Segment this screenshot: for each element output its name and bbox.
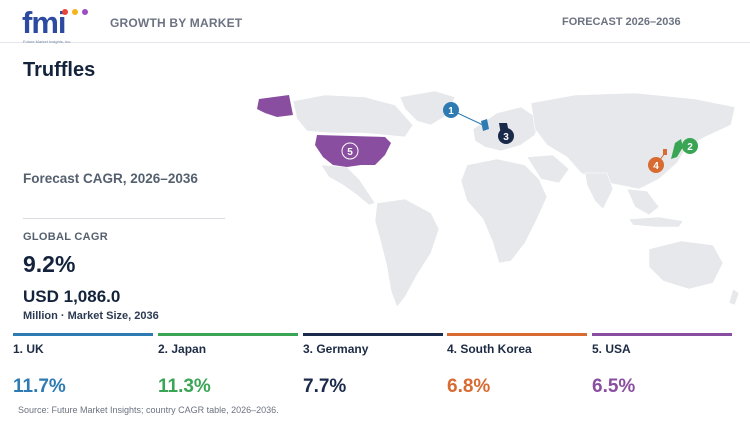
market-title: Truffles — [23, 59, 96, 81]
global-cagr-value: 9.2% — [23, 251, 76, 277]
marker-germany-label: 3 — [503, 132, 509, 143]
map-greenland — [399, 90, 456, 126]
map-india — [584, 172, 614, 210]
marker-japan: 2 — [682, 138, 698, 154]
country-column-south-korea: 4. South Korea 6.8% — [447, 333, 587, 403]
country-name: 5. USA — [592, 342, 631, 356]
marker-japan-label: 2 — [687, 142, 693, 153]
map-africa — [460, 158, 548, 264]
country-column-japan: 2. Japan 11.3% — [158, 333, 298, 403]
logo-people-icon — [62, 9, 88, 15]
map-new-zealand — [728, 288, 740, 306]
market-size-value: USD 1,086.0 — [23, 287, 121, 306]
map-alaska — [257, 95, 293, 117]
country-name: 3. Germany — [303, 342, 369, 356]
marker-uk-label: 1 — [448, 106, 454, 117]
marker-south-korea-label: 4 — [653, 161, 659, 172]
map-se-asia — [626, 188, 660, 216]
logo-wordmark: fmi — [22, 5, 66, 40]
map-south-america — [374, 198, 440, 308]
market-size-label: Million · Market Size, 2036 — [23, 310, 159, 322]
country-column-usa: 5. USA 6.5% — [592, 333, 732, 403]
forecast-cagr-label: Forecast CAGR, 2026–2036 — [23, 171, 198, 186]
column-bar — [303, 333, 443, 336]
marker-uk: 1 — [443, 102, 459, 118]
column-bar — [158, 333, 298, 336]
country-name: 4. South Korea — [447, 342, 532, 356]
summary-divider — [23, 218, 225, 219]
country-cagr-value: 11.3% — [158, 376, 211, 397]
column-bar — [13, 333, 153, 336]
map-indonesia — [628, 216, 684, 228]
map-south-korea — [663, 149, 667, 155]
fmi-logo[interactable]: fmi Future Market Insights, Inc. — [22, 5, 92, 46]
map-mexico — [320, 164, 376, 206]
country-cagr-value: 6.5% — [592, 376, 636, 397]
logo-subtext: Future Market Insights, Inc. — [23, 39, 72, 44]
country-cagr-value: 6.8% — [447, 376, 491, 397]
column-bar — [592, 333, 732, 336]
marker-south-korea: 4 — [648, 157, 664, 173]
country-cagr-value: 7.7% — [303, 376, 347, 397]
marker-usa-label: 5 — [347, 147, 353, 158]
header-bar: fmi Future Market Insights, Inc. GROWTH … — [0, 0, 750, 46]
country-column-uk: 1. UK 11.7% — [13, 333, 153, 403]
country-column-germany: 3. Germany 7.7% — [303, 333, 443, 403]
column-bar — [447, 333, 587, 336]
country-cagr-value: 11.7% — [13, 376, 66, 397]
country-name: 1. UK — [13, 342, 44, 356]
map-australia — [648, 240, 724, 290]
source-note: Source: Future Market Insights; country … — [18, 405, 279, 415]
map-japan — [671, 139, 683, 159]
global-cagr-label: GLOBAL CAGR — [23, 231, 108, 243]
map-usa — [315, 135, 391, 167]
map-uk — [481, 119, 489, 131]
marker-germany: 3 — [498, 128, 514, 144]
marker-usa: 5 — [341, 142, 359, 160]
map-canada — [292, 94, 414, 138]
map-middle-east — [526, 154, 570, 184]
header-forecast: FORECAST 2026–2036 — [562, 16, 681, 28]
header-title: GROWTH BY MARKET — [110, 16, 243, 30]
world-map: 1 3 2 4 5 — [257, 90, 740, 308]
country-name: 2. Japan — [158, 342, 207, 356]
map-asia — [530, 92, 736, 190]
